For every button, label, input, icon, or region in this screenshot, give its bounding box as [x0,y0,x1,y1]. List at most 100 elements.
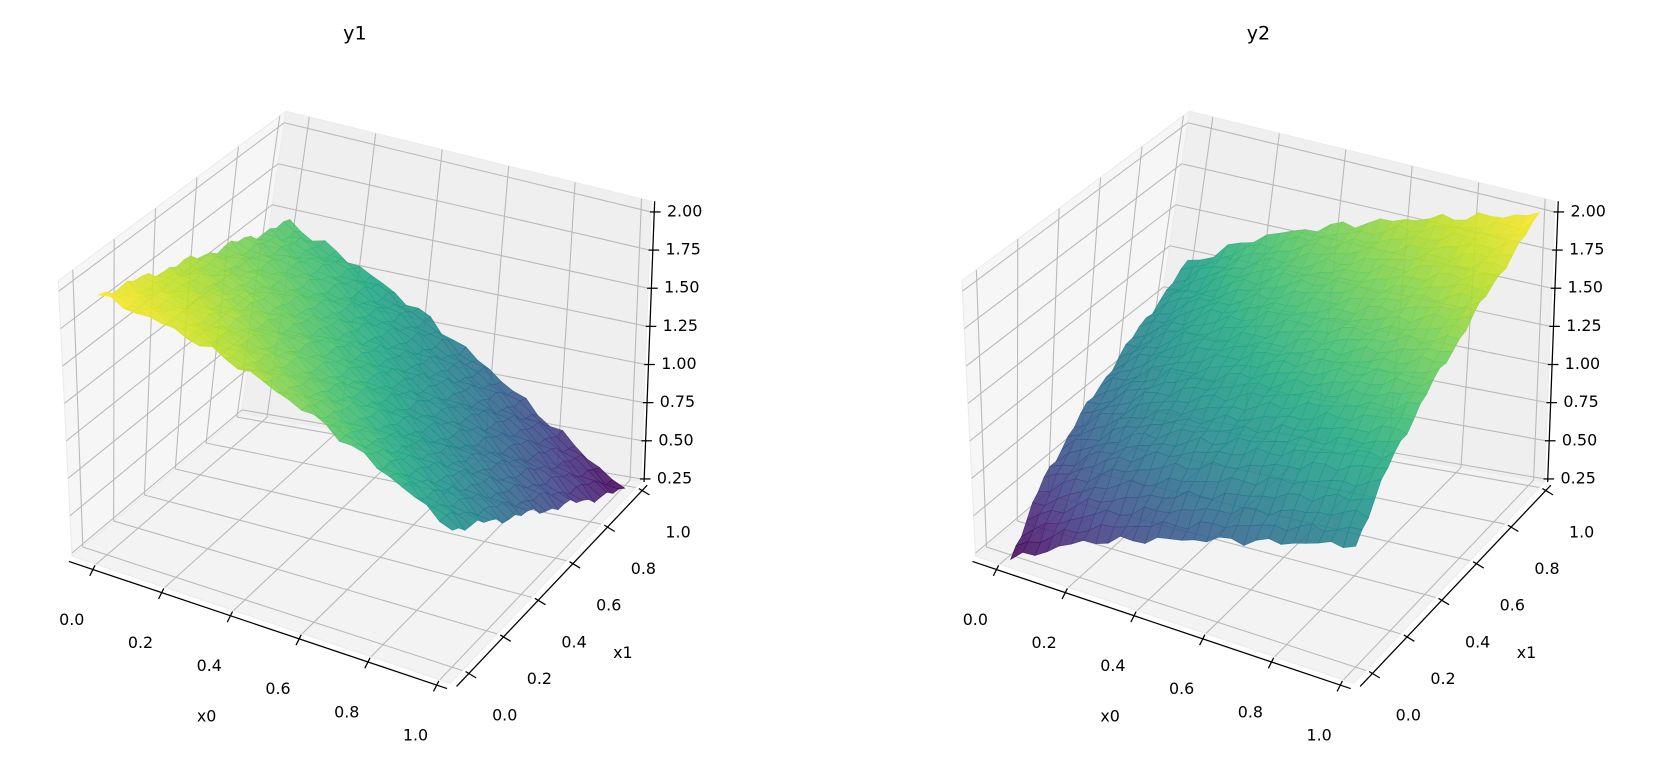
x0-tick-label: 0.2 [1031,633,1056,652]
surface [1010,211,1541,561]
x0-gridline [95,417,268,565]
x1-tick-label: 0.4 [1465,632,1490,651]
x1-tick-mark [534,597,546,606]
x1-axis-label: x1 [1517,643,1537,662]
x0-tick-label: 1.0 [1306,725,1331,744]
x1-tick-label: 1.0 [665,523,690,542]
x0-tick-mark [364,657,371,669]
z-gridline [969,286,1165,442]
z-tick-label: 2.00 [1571,201,1606,220]
x1-gridline [82,546,463,671]
x0-tick-label: 0.0 [963,610,988,629]
x1-gridline [113,520,498,635]
x0-gridline [1533,198,1546,481]
z-gridline [965,204,1177,367]
x0-gridline [164,429,340,588]
z-tick-label: 0.50 [1562,430,1597,449]
z-gridline [71,409,243,554]
z-gridline [967,245,1171,404]
x1-gridline [144,494,532,598]
x0-gridline [556,182,576,468]
x0-tick-label: 0.0 [59,610,84,629]
x1-tick-mark [569,561,581,569]
x0-tick-mark [1061,588,1068,600]
z-tick-label: 1.75 [1569,240,1604,259]
z-tick-label: 1.25 [663,316,698,335]
x1-gridline [975,269,987,548]
x1-axis-line [1359,484,1552,687]
z-gridline [963,163,1183,330]
x1-tick-mark [1403,634,1415,642]
x0-tick-label: 0.8 [1238,702,1263,721]
x0-tick-mark [1199,634,1206,646]
x1-tick-mark [1472,561,1485,569]
chart-title: y2 [1247,22,1270,44]
z-axis-line [643,201,656,483]
z-tick-label: 0.50 [658,430,693,449]
z-gridline [272,204,649,289]
x0-tick-label: 0.4 [197,656,222,675]
z-gridline [69,368,249,517]
x1-tick-label: 0.0 [1396,705,1421,724]
z-gridline [284,122,652,213]
x0-tick-label: 0.6 [265,679,290,698]
x0-tick-mark [432,680,440,692]
subplot-y1: 0.0 0.2 0.4 0.6 0.8 1.0 0.0 0.2 0.4 0.6 0.8 1.0 0.25… [57,22,702,744]
x1-tick-label: 0.2 [1430,669,1455,688]
x0-gridline [629,198,643,481]
x0-tick-label: 0.6 [1169,679,1194,698]
x0-gridline [1343,479,1534,681]
x1-gridline [143,208,157,496]
x1-tick-mark [1368,670,1381,679]
x1-tick-label: 0.0 [492,705,517,724]
x1-axis-line [456,484,648,687]
x1-gridline [1016,239,1019,522]
z-axis-line [1547,201,1559,483]
z-gridline [58,122,285,292]
x0-tick-mark [1130,611,1137,623]
chart-title: y1 [343,22,366,44]
x1-tick-mark [499,634,512,642]
x0-tick-mark [295,634,302,646]
x1-tick-label: 0.6 [1500,596,1525,615]
x1-tick-mark [465,670,477,679]
x0-gridline [1274,467,1462,658]
x0-tick-mark [226,611,234,623]
x0-tick-mark [1267,657,1275,669]
z-gridline [278,163,650,251]
x1-tick-mark [603,524,616,533]
z-tick-label: 1.50 [664,278,699,297]
x0-tick-label: 1.0 [403,725,428,744]
x1-tick-label: 0.8 [1534,559,1559,578]
x1-tick-mark [1542,487,1554,496]
z-tick-label: 2.00 [667,201,702,220]
x1-tick-label: 0.6 [596,596,621,615]
subplot-y2: 0.0 0.2 0.4 0.6 0.8 1.0 0.0 0.2 0.4 0.6 0.8 1.0 0.25… [961,22,1606,744]
z-tick-label: 1.25 [1566,316,1601,335]
z-tick-label: 0.75 [660,392,695,411]
x1-axis-label: x1 [613,643,633,662]
x1-tick-mark [638,487,650,496]
z-gridline [962,122,1189,292]
x1-tick-label: 0.2 [527,669,552,688]
x1-gridline [113,239,115,522]
x0-axis-label: x0 [1100,707,1120,726]
x0-axis-line [972,560,1351,690]
x0-tick-mark [89,565,96,577]
x1-tick-mark [1507,524,1519,533]
x1-gridline [986,546,1367,671]
x1-tick-label: 0.4 [561,632,586,651]
surface-facet [1342,526,1363,549]
z-tick-label: 1.00 [1565,354,1600,373]
x0-tick-label: 0.8 [334,702,359,721]
x1-tick-mark [1438,597,1450,606]
z-tick-label: 1.00 [661,354,696,373]
surface-facet [439,514,460,531]
surface [96,219,626,531]
x0-tick-mark [992,565,1000,577]
x0-tick-label: 0.2 [128,633,153,652]
x0-tick-mark [1336,680,1343,692]
x1-gridline [1047,208,1060,496]
x1-tick-label: 1.0 [1569,523,1594,542]
